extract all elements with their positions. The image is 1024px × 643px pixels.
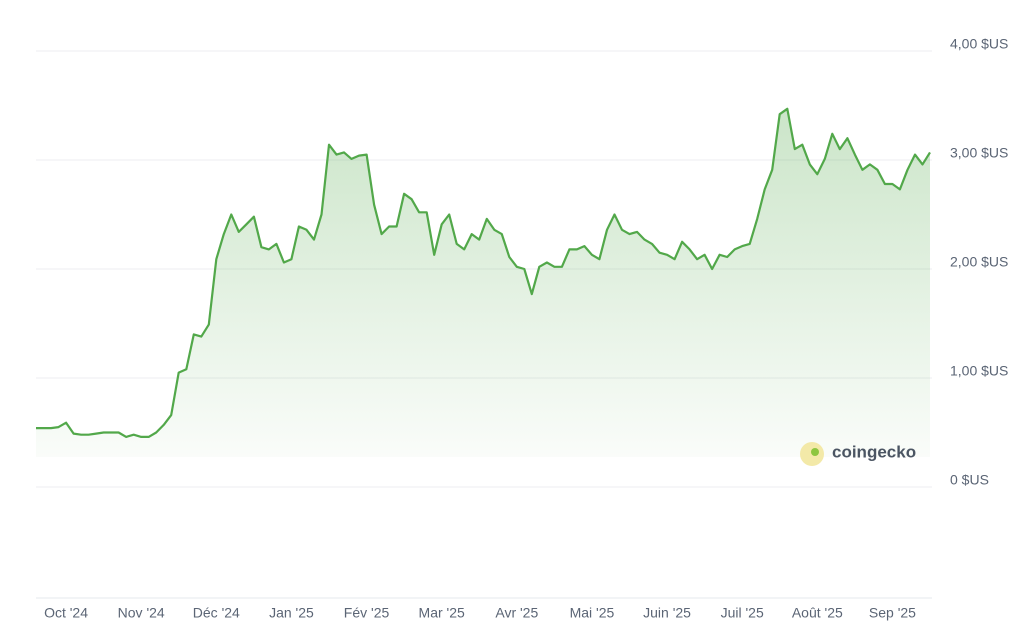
- x-tick-label: Mai '25: [570, 605, 615, 621]
- y-tick-label: 2,00 $US: [950, 254, 1008, 270]
- price-line: [36, 107, 931, 438]
- logo-eye: [811, 448, 819, 456]
- y-tick-label: 0 $US: [950, 472, 989, 488]
- y-tick-label: 3,00 $US: [950, 145, 1008, 161]
- area: [36, 108, 930, 458]
- x-tick-label: Fév '25: [344, 605, 390, 621]
- x-tick-label: Août '25: [792, 605, 843, 621]
- y-tick-label: 1,00 $US: [950, 363, 1008, 379]
- x-tick-label: Sep '25: [869, 605, 916, 621]
- x-tick-label: Juin '25: [643, 605, 691, 621]
- x-tick-label: Avr '25: [495, 605, 538, 621]
- x-tick-label: Juil '25: [721, 605, 764, 621]
- x-tick-label: Mar '25: [419, 605, 465, 621]
- y-tick-label: 4,00 $US: [950, 36, 1008, 52]
- x-tick-label: Jan '25: [269, 605, 314, 621]
- x-tick-label: Nov '24: [118, 605, 165, 621]
- x-tick-label: Oct '24: [44, 605, 88, 621]
- x-tick-label: Déc '24: [193, 605, 240, 621]
- watermark: coingecko: [832, 442, 916, 461]
